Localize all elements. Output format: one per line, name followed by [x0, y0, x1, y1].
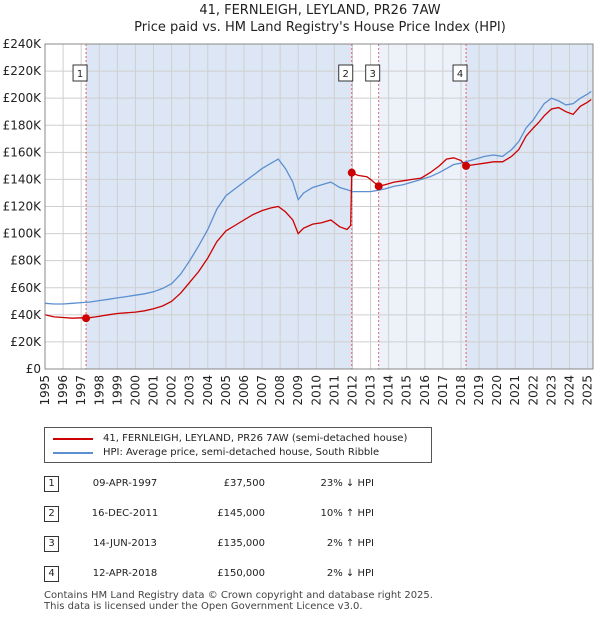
- transaction-hpi-diff: 2% ↑ HPI: [326, 538, 374, 549]
- y-tick-label: £100K: [3, 227, 43, 241]
- footer-license: This data is licensed under the Open Gov…: [44, 601, 363, 612]
- y-tick-label: £220K: [3, 64, 43, 78]
- y-tick-label: £140K: [3, 172, 43, 186]
- transaction-label-number: 3: [369, 69, 375, 80]
- x-tick-label: 2016: [418, 375, 432, 406]
- legend-label-property: 41, FERNLEIGH, LEYLAND, PR26 7AW (semi-d…: [103, 433, 408, 444]
- x-tick-label: 2009: [291, 375, 305, 406]
- x-tick-label: 1995: [38, 375, 52, 406]
- y-tick-label: £200K: [3, 91, 43, 105]
- x-tick-label: 1999: [110, 375, 124, 406]
- transaction-point: [347, 168, 356, 177]
- transaction-point: [462, 161, 471, 170]
- footer-copyright: Contains HM Land Registry data © Crown c…: [44, 590, 433, 601]
- transaction-price: £145,000: [217, 508, 265, 519]
- transaction-number: 2: [44, 506, 59, 522]
- transaction-label-number: 2: [343, 69, 349, 80]
- transaction-date: 12-APR-2018: [92, 568, 158, 579]
- x-tick-label: 2019: [472, 375, 486, 406]
- table-row: 4 12-APR-2018 £150,000 2% ↓ HPI: [0, 560, 600, 590]
- x-tick-label: 1997: [74, 375, 88, 406]
- transaction-number: 1: [44, 476, 59, 492]
- x-tick-label: 2012: [345, 375, 359, 406]
- x-tick-label: 2007: [255, 375, 269, 406]
- x-tick-label: 2011: [327, 375, 341, 406]
- x-tick-label: 2018: [454, 375, 468, 406]
- transaction-label-box: [452, 64, 468, 82]
- series-line: [44, 98, 592, 319]
- y-tick-label: £80K: [10, 254, 42, 268]
- x-tick-label: 1998: [92, 375, 106, 406]
- transaction-label-number: 1: [77, 69, 83, 80]
- y-tick-label: £0: [26, 362, 41, 376]
- transaction-hpi-diff: 2% ↓ HPI: [326, 568, 374, 579]
- legend-item-hpi: HPI: Average price, semi-detached house,…: [53, 447, 379, 458]
- transaction-price: £150,000: [217, 568, 265, 579]
- transaction-label-box: [72, 64, 88, 82]
- transaction-label-box: [338, 64, 354, 82]
- x-tick-label: 2004: [201, 375, 215, 406]
- x-tick-label: 2023: [544, 375, 558, 406]
- transaction-number: 4: [44, 566, 59, 582]
- table-row: 3 14-JUN-2013 £135,000 2% ↑ HPI: [0, 530, 600, 560]
- transaction-date: 09-APR-1997: [92, 478, 158, 489]
- x-tick-label: 2022: [526, 375, 540, 406]
- x-tick-label: 2010: [309, 375, 323, 406]
- x-tick-label: 2003: [183, 375, 197, 406]
- footer-attribution: Contains HM Land Registry data © Crown c…: [44, 590, 433, 612]
- x-tick-label: 2020: [490, 375, 504, 406]
- y-tick-label: £120K: [3, 200, 43, 214]
- x-tick-label: 2000: [128, 375, 142, 406]
- x-tick-label: 2024: [562, 375, 576, 406]
- x-tick-label: 2013: [364, 375, 378, 406]
- legend-swatch-hpi: [53, 451, 93, 454]
- x-tick-label: 2025: [581, 375, 595, 406]
- transaction-price: £37,500: [223, 478, 265, 489]
- transaction-date: 14-JUN-2013: [93, 538, 157, 549]
- legend-swatch-property: [53, 437, 93, 440]
- legend-item-property: 41, FERNLEIGH, LEYLAND, PR26 7AW (semi-d…: [53, 433, 407, 444]
- legend-label-hpi: HPI: Average price, semi-detached house,…: [103, 447, 380, 458]
- y-tick-label: £60K: [10, 281, 42, 295]
- transaction-point: [82, 314, 91, 323]
- table-row: 2 16-DEC-2011 £145,000 10% ↑ HPI: [0, 500, 600, 530]
- x-tick-label: 2008: [273, 375, 287, 406]
- x-tick-label: 2001: [147, 375, 161, 406]
- transaction-label-number: 4: [457, 69, 463, 80]
- plot-border: [44, 43, 594, 370]
- y-tick-label: £20K: [10, 335, 42, 349]
- x-tick-label: 2014: [382, 375, 396, 406]
- table-row: 1 09-APR-1997 £37,500 23% ↓ HPI: [0, 470, 600, 500]
- y-tick-label: £40K: [10, 308, 42, 322]
- x-tick-label: 2021: [508, 375, 522, 406]
- chart-subtitle: Price paid vs. HM Land Registry's House …: [134, 20, 506, 35]
- x-tick-label: 2002: [165, 375, 179, 406]
- y-tick-label: £160K: [3, 145, 43, 159]
- x-tick-label: 2015: [400, 375, 414, 406]
- x-tick-label: 2005: [219, 375, 233, 406]
- transaction-hpi-diff: 10% ↑ HPI: [320, 508, 374, 519]
- x-tick-label: 1996: [56, 375, 70, 406]
- chart-title: 41, FERNLEIGH, LEYLAND, PR26 7AW: [199, 3, 440, 18]
- transaction-label-box: [365, 64, 381, 82]
- transaction-number: 3: [44, 536, 59, 552]
- transaction-date: 16-DEC-2011: [91, 508, 159, 519]
- y-tick-label: £180K: [3, 118, 43, 132]
- transaction-price: £135,000: [217, 538, 265, 549]
- transaction-point: [374, 182, 383, 191]
- y-tick-label: £240K: [3, 37, 43, 51]
- series-line: [44, 90, 592, 305]
- x-tick-label: 2006: [237, 375, 251, 406]
- transaction-hpi-diff: 23% ↓ HPI: [320, 478, 374, 489]
- price-chart: 41, FERNLEIGH, LEYLAND, PR26 7AW Price p…: [3, 3, 595, 406]
- chart-legend: 41, FERNLEIGH, LEYLAND, PR26 7AW (semi-d…: [44, 427, 432, 463]
- x-tick-label: 2017: [436, 375, 450, 406]
